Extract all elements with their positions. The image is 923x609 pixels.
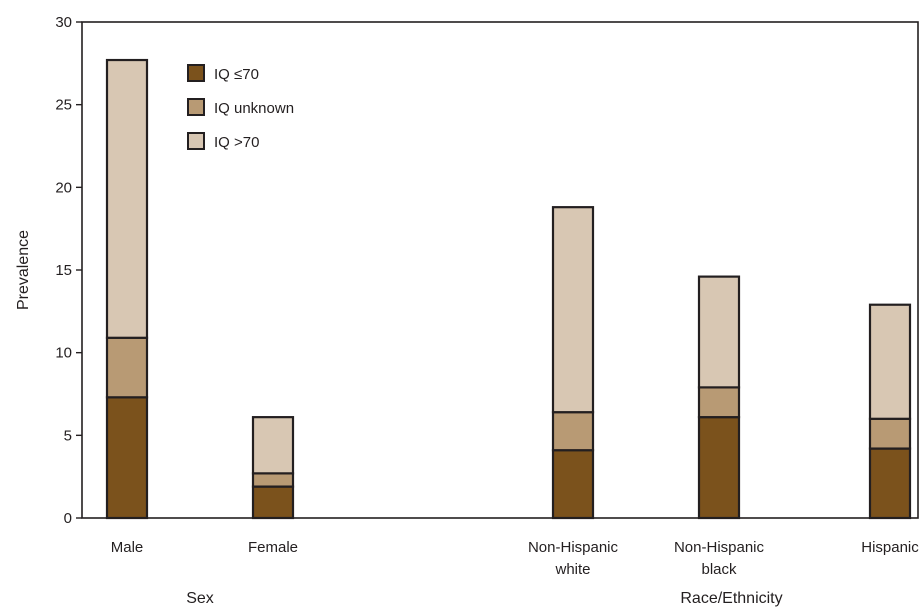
bar-segment-non-hispanic-white-2 bbox=[551, 206, 595, 414]
bar-segment-female-2 bbox=[251, 416, 295, 475]
x-category-label: black bbox=[701, 561, 737, 578]
bar-segment-male-1 bbox=[105, 336, 149, 399]
bar-segment-non-hispanic-black-0 bbox=[697, 416, 741, 520]
y-tick-label: 5 bbox=[64, 427, 72, 444]
y-axis-label: Prevalence bbox=[15, 230, 32, 310]
x-category-label: Hispanic bbox=[861, 539, 919, 556]
legend-label: IQ unknown bbox=[214, 100, 294, 117]
x-group-label: Sex bbox=[186, 590, 214, 607]
y-tick-label: 15 bbox=[55, 262, 72, 279]
bar-segment-female-0 bbox=[251, 485, 295, 520]
legend-swatch bbox=[187, 132, 205, 150]
bar-segment-hispanic-0 bbox=[868, 447, 912, 520]
legend-label: IQ ≤70 bbox=[214, 66, 259, 83]
x-category-label: Non-Hispanic bbox=[674, 539, 765, 556]
y-tick-label: 0 bbox=[64, 510, 72, 527]
bar-segment-male-0 bbox=[105, 396, 149, 520]
plot-frame bbox=[81, 21, 919, 519]
bar-segment-male-2 bbox=[105, 58, 149, 339]
bar-segment-female-1 bbox=[251, 472, 295, 488]
x-category-label: Male bbox=[111, 539, 144, 556]
y-tick-label: 20 bbox=[55, 179, 72, 196]
legend-swatch bbox=[187, 64, 205, 82]
bar-segment-non-hispanic-white-1 bbox=[551, 411, 595, 452]
x-category-label: Female bbox=[248, 539, 298, 556]
x-category-label: white bbox=[554, 561, 590, 578]
legend-swatch bbox=[187, 98, 205, 116]
bar-segment-non-hispanic-white-0 bbox=[551, 449, 595, 520]
y-tick-label: 25 bbox=[55, 97, 72, 114]
legend-label: IQ >70 bbox=[214, 134, 259, 151]
x-group-label: Race/Ethnicity bbox=[680, 590, 782, 607]
bar-segment-hispanic-2 bbox=[868, 303, 912, 420]
bar-segment-non-hispanic-black-1 bbox=[697, 386, 741, 419]
y-tick-label: 30 bbox=[55, 14, 72, 31]
bar-segment-hispanic-1 bbox=[868, 417, 912, 450]
y-tick-label: 10 bbox=[55, 345, 72, 362]
x-category-label: Non-Hispanic bbox=[528, 539, 619, 556]
bar-segment-non-hispanic-black-2 bbox=[697, 275, 741, 389]
